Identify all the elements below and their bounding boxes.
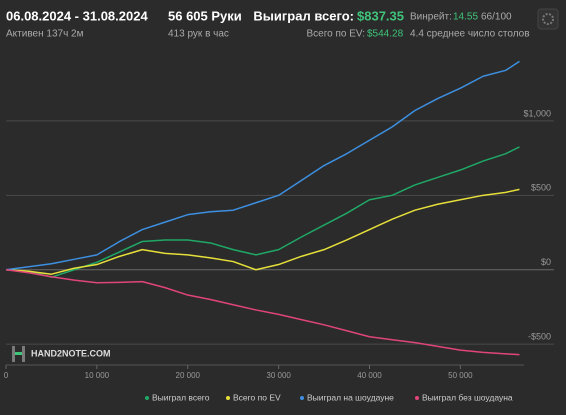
legend-marker bbox=[300, 396, 304, 400]
logo-bar bbox=[22, 346, 25, 362]
hands-per-hour: 413 рук в час bbox=[168, 29, 229, 40]
legend-label: Выиграл на шоудауне bbox=[307, 392, 394, 402]
logo-bar bbox=[12, 346, 15, 362]
y-tick-label: -$500 bbox=[528, 332, 551, 342]
x-tick-label: 30 000 bbox=[266, 371, 291, 380]
x-tick-label: 0 bbox=[4, 371, 9, 380]
x-tick-label: 10 000 bbox=[85, 371, 110, 380]
series-line bbox=[5, 269, 520, 356]
hands: 56 605 Руки bbox=[168, 8, 242, 23]
legend-label: Выиграл всего bbox=[152, 392, 210, 402]
gear-icon bbox=[542, 13, 554, 25]
x-tick-label: 40 000 bbox=[357, 371, 382, 380]
legend-marker bbox=[415, 396, 419, 400]
legend-marker bbox=[145, 396, 149, 400]
legend-label: Выиграл без шоудауна bbox=[422, 392, 513, 402]
series-line bbox=[5, 188, 520, 275]
winrate-unit: 66/100 bbox=[481, 12, 512, 23]
x-tick-label: 50 000 bbox=[448, 371, 473, 380]
logo-bar bbox=[15, 352, 22, 355]
y-tick-label: $1,000 bbox=[523, 108, 551, 118]
won-value: $837.35 bbox=[357, 8, 404, 23]
watermark: HAND2NOTE.COM bbox=[12, 346, 111, 362]
legend-label: Всего по EV bbox=[233, 392, 281, 402]
y-tick-label: $0 bbox=[541, 257, 551, 267]
series-line bbox=[5, 60, 520, 271]
x-tick-label: 20 000 bbox=[176, 371, 201, 380]
y-tick-label: $500 bbox=[531, 183, 551, 193]
watermark-text: HAND2NOTE.COM bbox=[31, 348, 111, 358]
ev-label: Всего по EV: bbox=[306, 29, 365, 40]
settings-button[interactable] bbox=[537, 8, 559, 30]
winrate-value: 14.55 bbox=[453, 12, 478, 23]
ev-value: $544.28 bbox=[367, 29, 404, 40]
legend-marker bbox=[226, 396, 230, 400]
won-label: Выиграл всего: bbox=[253, 8, 354, 23]
winrate-label: Винрейт: bbox=[410, 12, 452, 23]
tables: 4.4 среднее число столов bbox=[410, 29, 530, 40]
active-time: Активен 137ч 2м bbox=[6, 29, 84, 40]
series-line bbox=[5, 146, 520, 278]
date-range: 06.08.2024 - 31.08.2024 bbox=[6, 8, 148, 23]
